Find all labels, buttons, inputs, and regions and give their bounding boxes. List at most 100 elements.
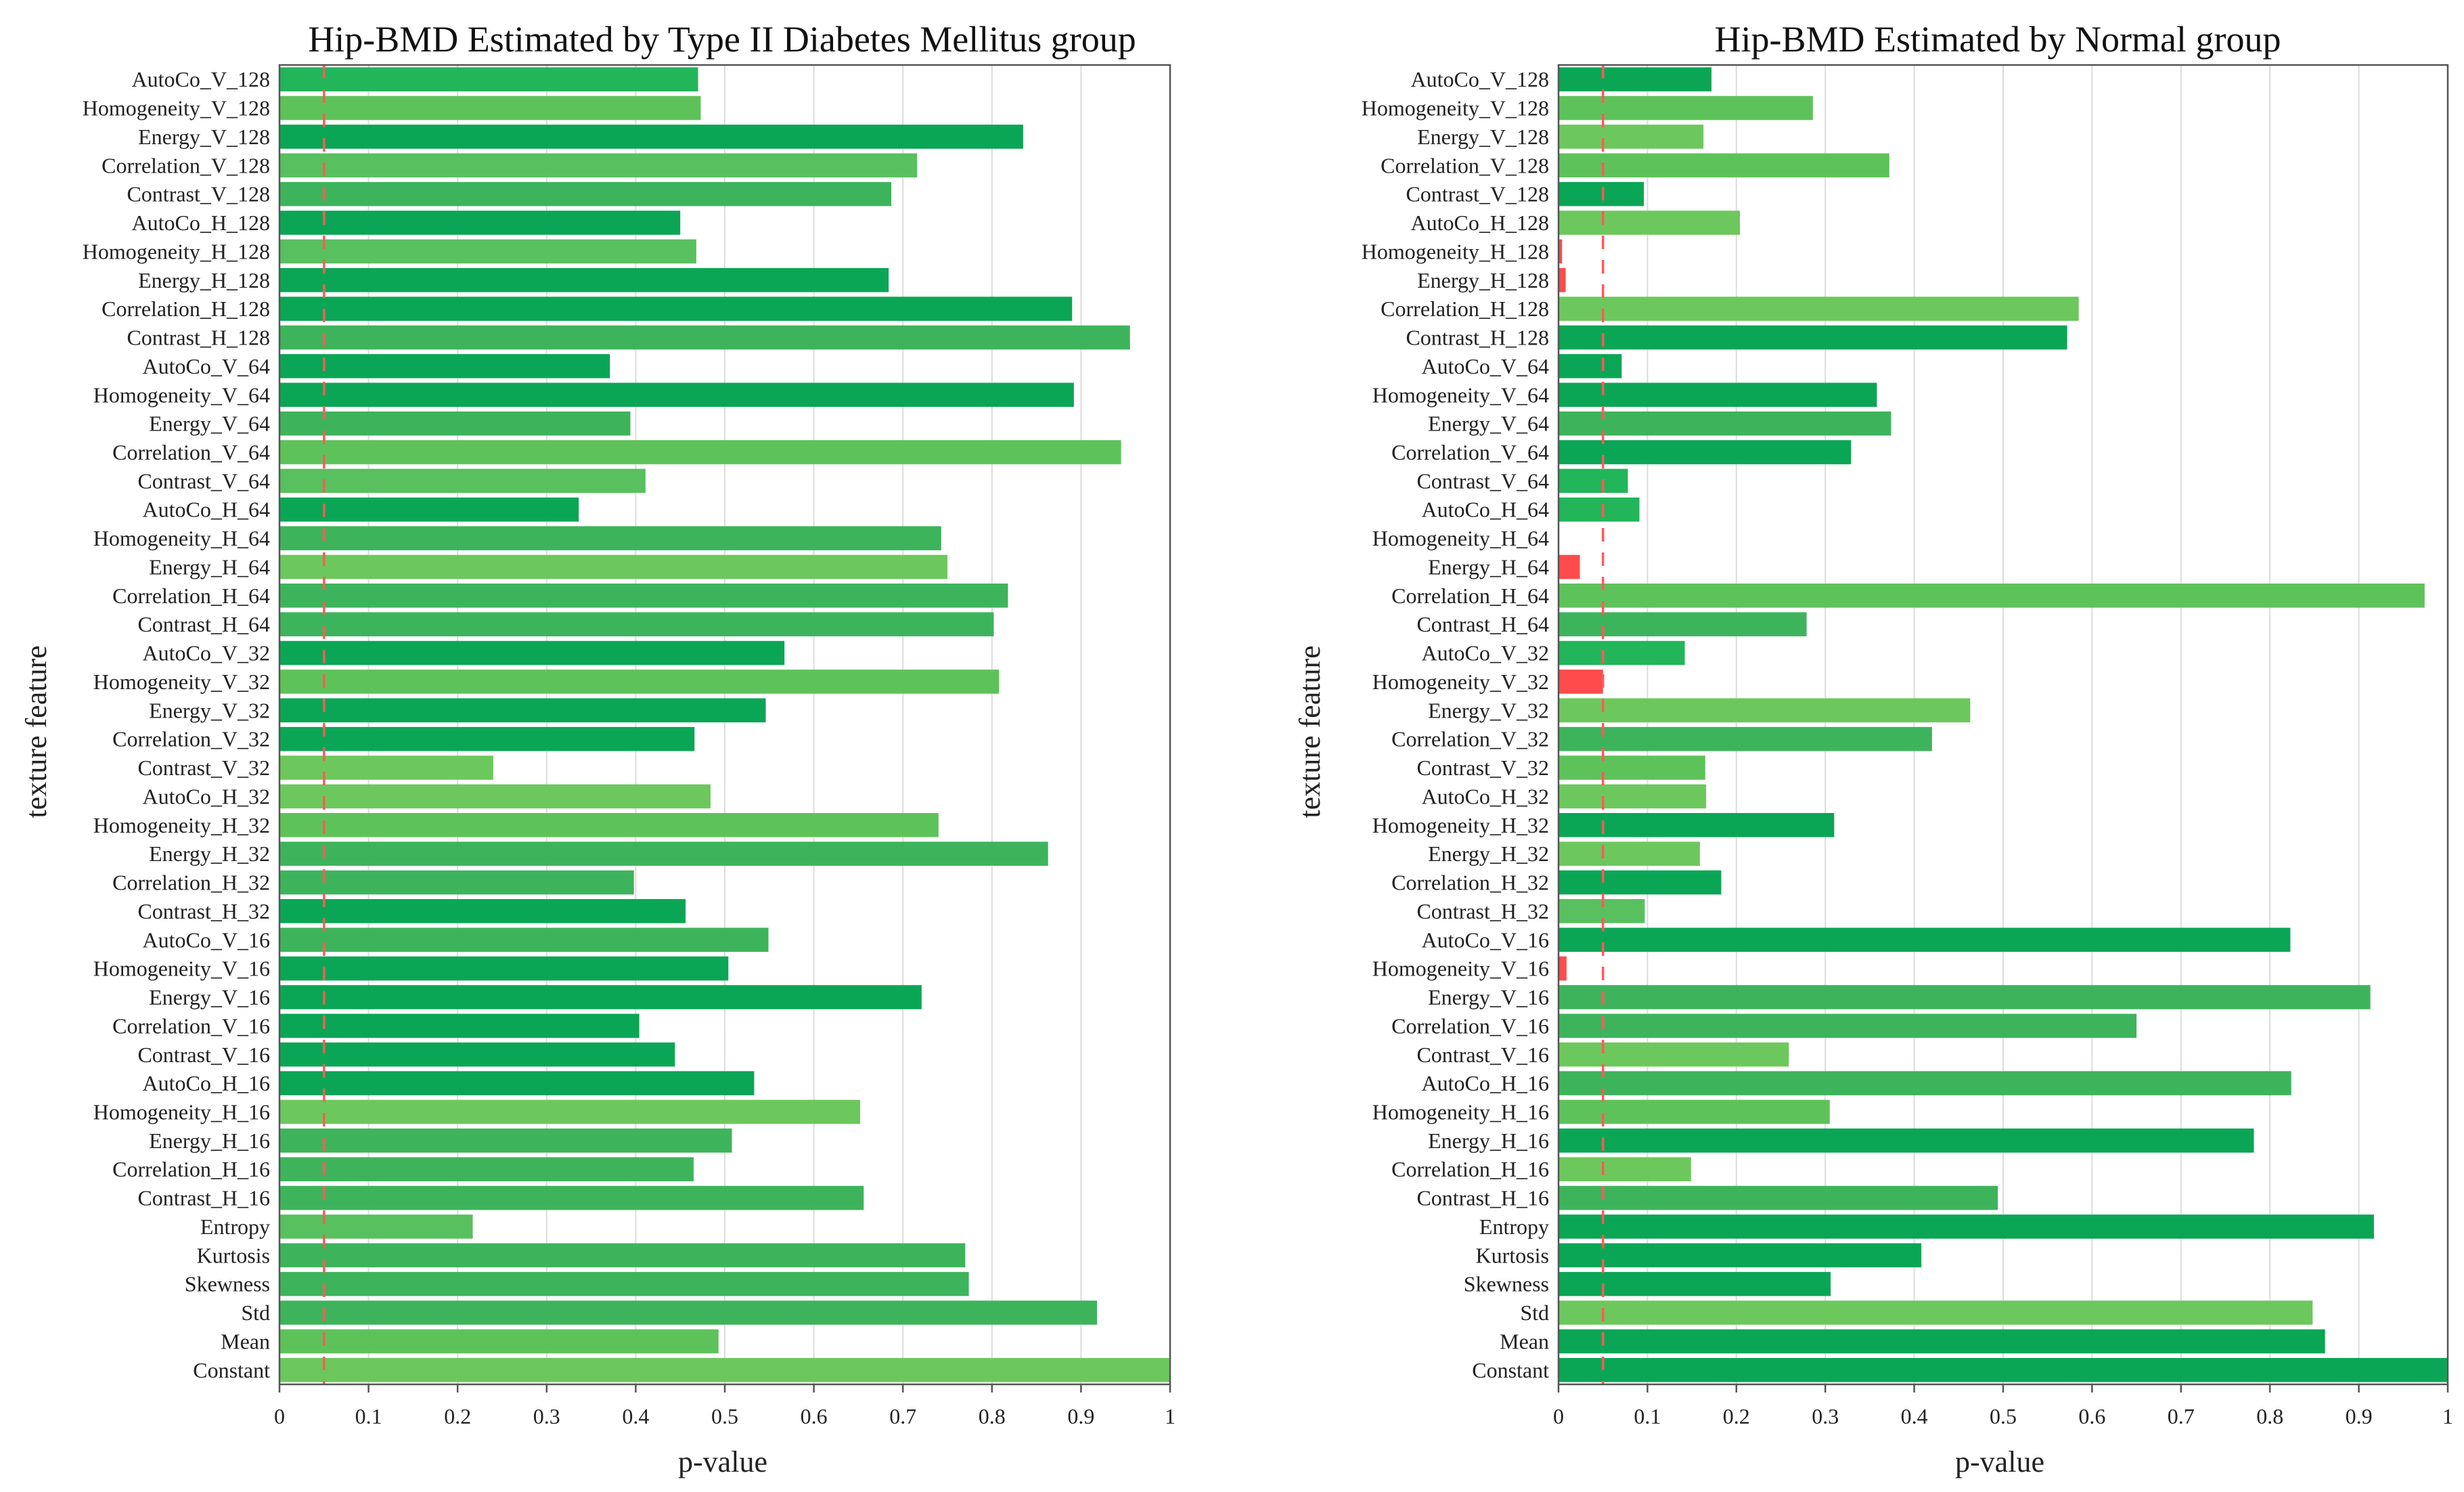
bar — [279, 354, 610, 378]
bar — [279, 554, 947, 579]
bar — [1559, 181, 1644, 206]
category-label: AutoCo_H_128 — [1411, 211, 1549, 235]
bar — [1559, 841, 1700, 866]
category-label: Kurtosis — [1476, 1243, 1549, 1267]
bar — [279, 1185, 864, 1210]
category-label: AutoCo_H_32 — [143, 784, 270, 808]
category-label: Homogeneity_H_16 — [93, 1099, 270, 1124]
category-label: AutoCo_H_64 — [143, 498, 270, 522]
bar — [279, 640, 785, 665]
bar — [1559, 67, 1712, 91]
bar — [1559, 670, 1603, 694]
bar — [1559, 354, 1622, 378]
panel-diabetes: Hip-BMD Estimated by Type II Diabetes Me… — [20, 19, 1175, 1478]
bar — [279, 382, 1074, 408]
bar — [1559, 1214, 2374, 1239]
bar — [1559, 95, 1813, 120]
x-tick-label: 0.9 — [2346, 1404, 2373, 1428]
bar — [1559, 297, 2079, 321]
category-label: Energy_V_64 — [1428, 412, 1549, 436]
category-label: Homogeneity_H_64 — [93, 526, 270, 550]
category-label: Skewness — [185, 1272, 270, 1296]
category-label: Mean — [221, 1329, 270, 1353]
category-label: Contrast_H_64 — [1416, 612, 1549, 636]
x-tick-label: 0.1 — [1634, 1404, 1661, 1428]
bar — [279, 812, 939, 837]
category-label: Correlation_V_16 — [112, 1013, 270, 1038]
bar — [279, 411, 631, 436]
category-label: Energy_H_32 — [1428, 841, 1549, 866]
bar — [279, 1013, 640, 1038]
category-label: Correlation_V_128 — [102, 153, 270, 177]
bar — [279, 153, 918, 178]
bar — [1559, 267, 1566, 292]
category-label: Contrast_V_16 — [1416, 1043, 1549, 1067]
bar — [279, 870, 634, 895]
bar — [1559, 1358, 2448, 1382]
category-label: Homogeneity_H_16 — [1372, 1099, 1549, 1124]
category-label: AutoCo_V_64 — [1422, 354, 1549, 378]
category-label: Energy_H_64 — [149, 554, 270, 579]
category-label: Correlation_H_16 — [1391, 1157, 1549, 1181]
x-tick-label: 0 — [274, 1404, 285, 1428]
bar — [1559, 211, 1741, 235]
category-label: Correlation_V_32 — [1391, 727, 1549, 751]
category-label: AutoCo_H_16 — [143, 1071, 270, 1095]
category-label: Contrast_V_64 — [137, 468, 270, 493]
x-axis-label: p-value — [678, 1445, 767, 1478]
bar — [279, 1099, 861, 1124]
category-label: Contrast_V_32 — [1416, 755, 1549, 780]
x-tick-label: 1 — [2442, 1404, 2453, 1428]
category-label: Energy_V_32 — [1428, 698, 1549, 722]
bar — [279, 181, 892, 206]
category-label: Correlation_H_128 — [102, 297, 270, 321]
bar — [279, 267, 889, 292]
bar — [1559, 899, 1645, 923]
category-label: Homogeneity_H_64 — [1372, 526, 1549, 550]
bar — [1559, 325, 2067, 350]
bar — [279, 612, 994, 637]
x-tick-label: 0.6 — [801, 1404, 828, 1428]
bar — [279, 584, 1008, 608]
category-label: Constant — [193, 1358, 270, 1382]
category-label: Correlation_V_128 — [1381, 153, 1549, 177]
category-label: AutoCo_H_128 — [132, 211, 270, 235]
category-label: Correlation_H_128 — [1381, 297, 1549, 321]
category-label: Energy_V_32 — [149, 698, 270, 722]
category-label: AutoCo_V_16 — [143, 927, 270, 952]
category-label: Homogeneity_V_64 — [93, 382, 270, 407]
bar — [1559, 1329, 2325, 1354]
category-label: Homogeneity_H_32 — [1372, 813, 1549, 837]
bar — [279, 1071, 755, 1095]
x-tick-label: 0.8 — [2256, 1404, 2283, 1428]
bar — [279, 1128, 732, 1153]
x-tick-label: 0.3 — [533, 1404, 560, 1428]
bar — [1559, 411, 1891, 436]
category-label: Std — [241, 1300, 270, 1325]
x-tick-label: 0.8 — [979, 1404, 1006, 1428]
category-label: AutoCo_V_16 — [1422, 927, 1549, 952]
panel-normal: Hip-BMD Estimated by Normal group textur… — [1293, 19, 2453, 1478]
chart-title: Hip-BMD Estimated by Type II Diabetes Me… — [308, 19, 1136, 60]
x-tick-label: 0.9 — [1067, 1404, 1094, 1428]
category-label: Correlation_H_32 — [112, 871, 270, 895]
category-label: AutoCo_V_32 — [143, 641, 270, 665]
category-label: Correlation_H_64 — [112, 584, 270, 608]
bar — [279, 1300, 1098, 1325]
category-label: Contrast_V_128 — [1406, 182, 1549, 206]
category-label: Contrast_V_32 — [137, 755, 270, 780]
category-label: Correlation_V_16 — [1391, 1013, 1549, 1038]
x-tick-label: 1 — [1165, 1404, 1175, 1428]
x-tick-label: 0.4 — [1901, 1404, 1928, 1428]
category-label: Homogeneity_H_128 — [83, 239, 270, 263]
category-label: Correlation_H_32 — [1391, 871, 1549, 895]
category-label: Entropy — [1479, 1214, 1549, 1239]
category-label: Energy_H_128 — [1417, 268, 1549, 292]
bar — [1559, 440, 1852, 464]
bar — [1559, 985, 2371, 1009]
x-tick-label: 0.5 — [1990, 1404, 2017, 1428]
bar — [279, 67, 698, 91]
category-label: Energy_V_16 — [149, 985, 270, 1009]
category-label: Contrast_H_16 — [1416, 1186, 1549, 1210]
